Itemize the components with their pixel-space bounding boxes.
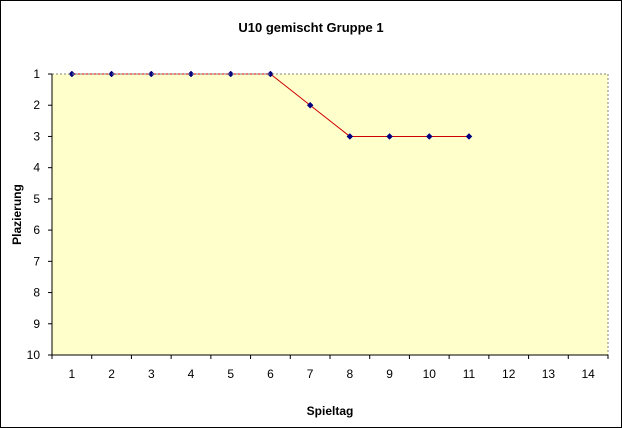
x-tick-label: 1: [69, 367, 76, 381]
data-point-marker: [267, 70, 274, 78]
data-point-marker: [306, 101, 314, 109]
series-layer: [68, 70, 473, 140]
x-tick-label: 4: [188, 367, 195, 381]
x-axis-ticks: 1 2 3 4 5 6 7 8 9 10 11 12 13 14: [51, 355, 609, 381]
x-tick-label: 3: [148, 367, 155, 381]
data-point-marker: [108, 70, 115, 78]
data-point-marker: [187, 70, 195, 78]
data-point-marker: [227, 70, 235, 78]
y-tick-label: 9: [33, 317, 40, 331]
x-axis-title: Spieltag: [307, 404, 354, 418]
x-tick-label: 11: [463, 367, 476, 381]
y-tick-label: 4: [33, 161, 40, 175]
y-tick-label: 6: [33, 223, 40, 237]
y-axis-ticks: 1 2 3 4 5 6 7 8 9 10: [27, 67, 52, 362]
y-tick-label: 7: [33, 254, 40, 268]
y-tick-label: 10: [27, 348, 41, 362]
data-point-marker: [68, 70, 76, 78]
x-tick-label: 9: [386, 367, 393, 381]
x-tick-label: 12: [502, 367, 516, 381]
x-tick-label: 7: [307, 367, 314, 381]
x-tick-label: 2: [108, 367, 115, 381]
y-tick-label: 8: [33, 286, 40, 300]
chart-title: U10 gemischt Gruppe 1: [238, 20, 384, 35]
plot-area: [52, 74, 608, 355]
x-tick-label: 14: [581, 367, 595, 381]
x-tick-label: 5: [227, 367, 234, 381]
y-tick-label: 5: [33, 192, 40, 206]
x-tick-label: 8: [347, 367, 354, 381]
data-point-marker: [425, 133, 433, 140]
data-point-marker: [386, 133, 393, 140]
x-tick-label: 6: [267, 367, 274, 381]
data-point-marker: [465, 133, 473, 140]
x-tick-label: 13: [542, 367, 556, 381]
x-tick-label: 10: [423, 367, 437, 381]
data-point-marker: [147, 70, 155, 78]
y-tick-label: 3: [33, 129, 40, 143]
y-tick-label: 2: [33, 98, 40, 112]
data-point-marker: [346, 133, 354, 140]
y-axis-title: Plazierung: [10, 184, 24, 245]
y-tick-label: 1: [33, 67, 40, 81]
